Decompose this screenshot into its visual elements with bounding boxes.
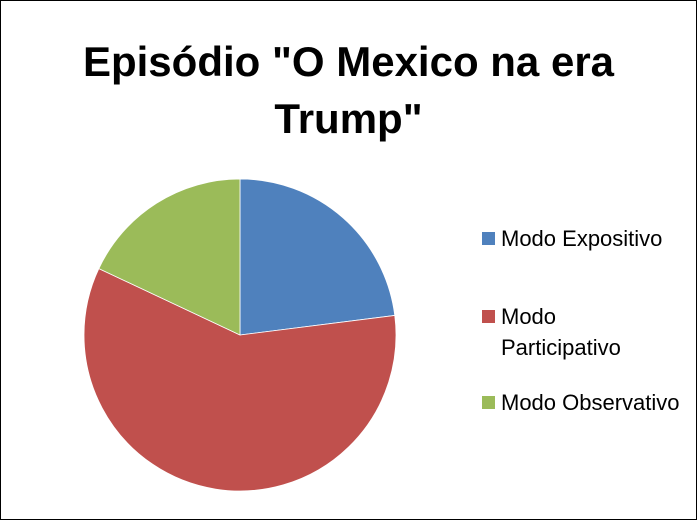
legend-item-2: Modo Participativo bbox=[482, 301, 681, 363]
legend-swatch-1 bbox=[482, 232, 495, 245]
legend-item-1: Modo Expositivo bbox=[482, 223, 681, 254]
legend-label-2: Modo Participativo bbox=[501, 304, 621, 360]
pie-slice-1 bbox=[239, 178, 396, 336]
legend-label-3: Modo Observativo bbox=[501, 390, 680, 415]
legend-item-3: Modo Observativo bbox=[482, 387, 681, 418]
legend-label-1: Modo Expositivo bbox=[501, 226, 663, 251]
legend-swatch-2 bbox=[482, 310, 495, 323]
pie-slice-2 bbox=[83, 268, 397, 492]
legend-swatch-3 bbox=[482, 396, 495, 409]
chart-title: Episódio "O Mexico na era Trump" bbox=[82, 38, 615, 142]
pie-slice-3 bbox=[98, 178, 241, 336]
